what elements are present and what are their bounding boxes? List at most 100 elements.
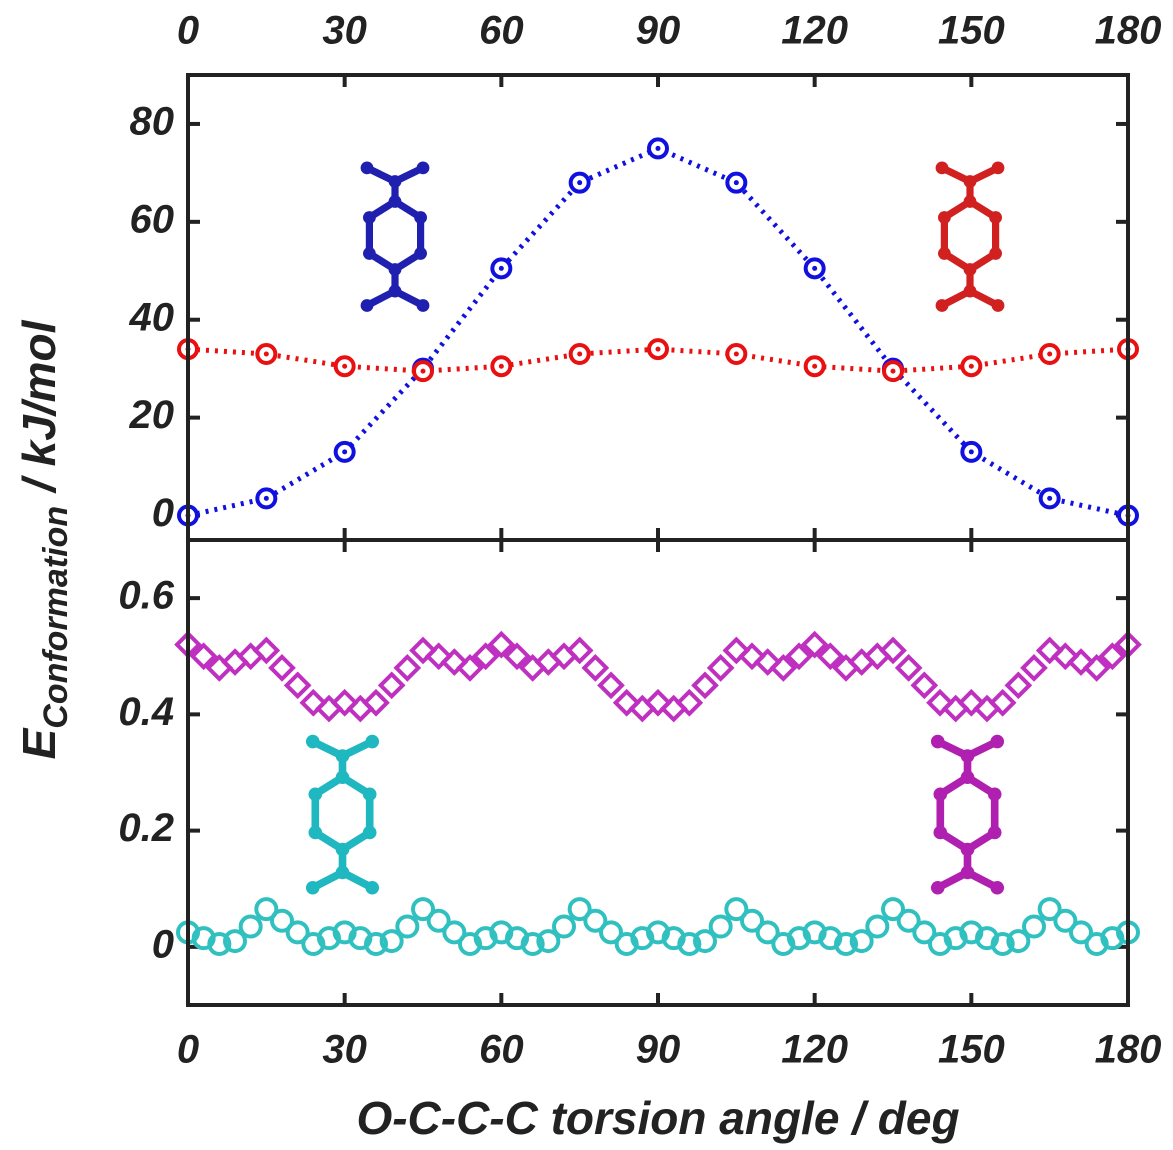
y-label-unit: / kJ/mol xyxy=(13,319,65,494)
marker xyxy=(1053,908,1078,933)
marker-dot xyxy=(655,145,661,151)
marker-dot xyxy=(1047,351,1053,357)
marker-ring xyxy=(896,908,921,933)
marker xyxy=(567,897,592,922)
marker-ring xyxy=(865,914,890,939)
x-tick-label: 150 xyxy=(938,1028,1005,1072)
marker-ring xyxy=(755,920,780,945)
y-tick-label: 20 xyxy=(129,393,175,437)
marker xyxy=(424,642,453,671)
marker xyxy=(503,642,531,671)
marker xyxy=(816,642,845,671)
marker xyxy=(896,908,921,933)
y-tick-label: 0.6 xyxy=(118,574,174,618)
marker-dot xyxy=(655,346,661,352)
marker-ring xyxy=(693,929,717,954)
marker xyxy=(565,636,594,665)
marker xyxy=(411,897,435,922)
marker xyxy=(268,654,296,682)
marker xyxy=(333,355,356,378)
y-label-subscript: Conformation xyxy=(37,506,75,729)
molecule-icon xyxy=(361,162,430,312)
marker xyxy=(738,642,766,671)
marker-dot xyxy=(498,363,504,369)
marker xyxy=(894,654,923,682)
marker xyxy=(1035,636,1064,665)
marker xyxy=(1020,654,1048,682)
marker xyxy=(691,671,719,700)
marker-dot xyxy=(263,351,269,357)
marker-dot xyxy=(890,368,896,374)
marker xyxy=(706,654,735,682)
x-tick-label: 150 xyxy=(938,9,1005,53)
marker-dot xyxy=(1047,495,1053,501)
marker xyxy=(740,908,764,933)
marker xyxy=(849,929,874,954)
marker xyxy=(581,654,610,682)
marker xyxy=(1038,487,1061,510)
marker-ring xyxy=(599,920,623,945)
marker xyxy=(412,360,434,383)
marker xyxy=(990,931,1015,956)
marker-ring xyxy=(238,914,263,939)
marker xyxy=(364,931,388,956)
marker-ring xyxy=(270,908,294,933)
marker-dot xyxy=(577,351,583,357)
marker xyxy=(1037,897,1062,922)
marker-ring xyxy=(677,931,702,956)
marker-dot xyxy=(733,351,739,357)
marker-ring xyxy=(1022,914,1046,939)
marker xyxy=(362,688,390,717)
marker-ring xyxy=(552,914,576,939)
marker-dot xyxy=(577,180,583,186)
marker xyxy=(1082,654,1111,682)
marker xyxy=(960,440,983,463)
x-tick-label: 120 xyxy=(781,9,848,53)
marker xyxy=(1038,343,1061,365)
marker xyxy=(255,487,278,510)
marker xyxy=(834,931,858,956)
x-axis-label: O-C-C-C torsion angle / deg xyxy=(356,1092,959,1144)
marker xyxy=(330,688,359,717)
marker xyxy=(753,648,782,676)
marker-ring xyxy=(567,897,592,922)
y-tick-label: 40 xyxy=(129,295,175,339)
marker xyxy=(487,630,516,659)
marker xyxy=(800,630,829,659)
marker xyxy=(333,440,356,463)
marker xyxy=(1022,914,1046,939)
x-tick-label: 0 xyxy=(177,1028,199,1072)
marker-ring xyxy=(834,931,858,956)
marker-ring xyxy=(912,920,937,945)
marker-ring xyxy=(724,897,749,922)
marker xyxy=(207,931,232,956)
marker xyxy=(252,636,281,665)
marker xyxy=(285,920,310,945)
marker xyxy=(785,642,813,671)
marker xyxy=(769,654,798,682)
marker xyxy=(1098,642,1127,671)
marker-ring xyxy=(1053,908,1078,933)
x-tick-label: 90 xyxy=(636,1028,681,1072)
marker xyxy=(988,688,1017,717)
marker xyxy=(960,355,983,378)
marker xyxy=(520,931,545,956)
marker xyxy=(724,897,749,922)
marker xyxy=(283,671,312,700)
marker-dot xyxy=(263,495,269,501)
marker xyxy=(426,908,451,933)
marker xyxy=(552,914,576,939)
marker xyxy=(238,914,263,939)
marker xyxy=(644,688,672,717)
marker xyxy=(442,920,467,945)
marker xyxy=(223,929,247,954)
marker xyxy=(270,908,294,933)
marker xyxy=(471,642,500,671)
marker-ring xyxy=(1006,929,1031,954)
marker xyxy=(725,343,748,365)
series-line xyxy=(187,145,1129,518)
marker xyxy=(255,343,278,365)
marker-ring xyxy=(379,929,404,954)
y-tick-label: 0 xyxy=(152,491,174,535)
marker xyxy=(568,343,591,365)
